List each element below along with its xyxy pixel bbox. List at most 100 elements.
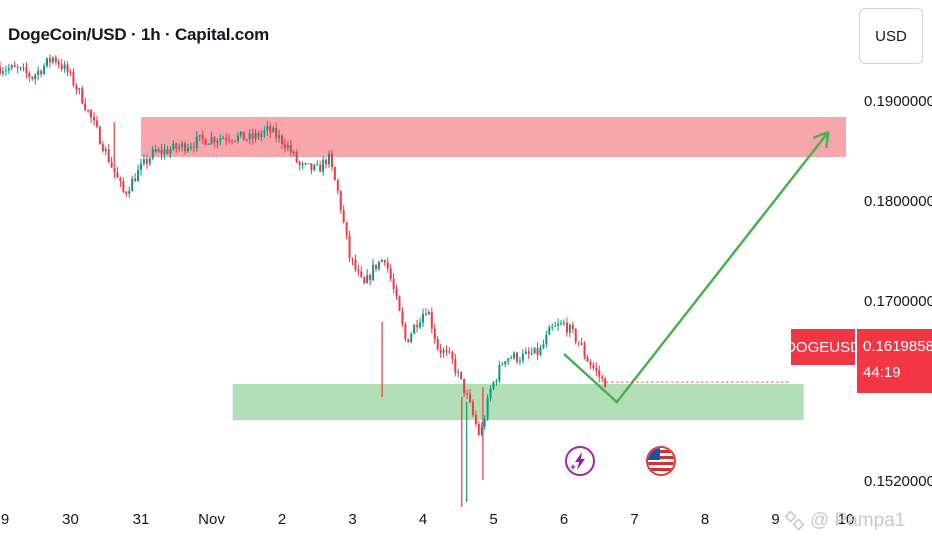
x-tick-label: 6 — [559, 511, 569, 528]
candle-body — [439, 349, 442, 353]
resistance-zone — [141, 117, 846, 157]
candle-body — [157, 149, 160, 152]
candle-body — [604, 378, 607, 388]
candle-body — [448, 351, 451, 353]
candlestick-series — [0, 54, 607, 507]
candle-body — [442, 350, 445, 353]
candle-body — [392, 279, 395, 289]
currency-button[interactable]: USD — [859, 8, 923, 64]
candle-body — [416, 324, 419, 328]
candle-body — [510, 358, 513, 360]
candle-body — [419, 322, 422, 328]
projection-line — [563, 131, 830, 404]
lightning-event-icon[interactable] — [565, 446, 595, 476]
candle-body — [325, 159, 328, 165]
candle-body — [469, 393, 471, 403]
candle-body — [286, 145, 289, 148]
us-flag-event-icon[interactable] — [646, 446, 676, 476]
bar-countdown: 44:19 — [863, 364, 901, 381]
candle-body — [328, 153, 330, 165]
candle-body — [81, 88, 84, 104]
candle-body — [398, 296, 401, 311]
candle-body — [4, 70, 7, 72]
projection-arrow — [563, 130, 830, 404]
x-tick-label: 9 — [771, 511, 780, 528]
candle-body — [213, 137, 216, 143]
candle-body — [272, 128, 275, 133]
candle-body — [533, 347, 536, 354]
candle-body — [413, 324, 416, 334]
candle-body — [257, 132, 260, 137]
candle-body — [210, 137, 213, 144]
candle-body — [589, 361, 592, 366]
candle-body — [22, 67, 25, 69]
x-tick-label: 5 — [489, 511, 498, 528]
candle-body — [25, 67, 28, 74]
candle-body — [430, 311, 433, 329]
candle-body — [386, 262, 389, 269]
y-tick-label: 0.1900000 — [864, 93, 932, 110]
candle-body — [75, 85, 78, 90]
candle-body — [163, 149, 166, 154]
candle-body — [66, 64, 69, 72]
candle-body — [304, 163, 307, 165]
candle-body — [571, 325, 574, 330]
candle-body — [166, 149, 169, 154]
x-tick-label: Nov — [198, 511, 225, 528]
candle-body — [507, 358, 510, 362]
candle-body — [451, 352, 454, 359]
candle-body — [251, 133, 254, 139]
candle-body — [60, 64, 63, 69]
y-tick-label: 0.1520000 — [864, 473, 932, 490]
candle-body — [477, 423, 480, 435]
candle-body — [339, 191, 342, 210]
candle-body — [404, 324, 407, 339]
candle-body — [539, 348, 542, 355]
candle-body — [184, 143, 187, 152]
x-tick-label: 2 — [277, 511, 287, 528]
candle-body — [107, 149, 110, 163]
candle-body — [101, 144, 104, 152]
candle-body — [13, 65, 16, 68]
support-zone — [232, 384, 804, 420]
candle-body — [565, 322, 568, 333]
candle-body — [342, 209, 345, 223]
candle-body — [389, 268, 392, 280]
candle-body — [178, 147, 181, 149]
candle-body — [189, 146, 192, 149]
candle-body — [460, 371, 463, 379]
candle-body — [48, 58, 51, 63]
candle-body — [43, 65, 46, 74]
candle-body — [330, 153, 333, 168]
candle-body — [366, 274, 369, 284]
candle-body — [301, 163, 304, 165]
candle-body — [501, 364, 504, 366]
candle-body — [474, 414, 477, 424]
candle-body — [110, 162, 113, 168]
candle-body — [260, 133, 263, 137]
candle-body — [322, 159, 325, 172]
candle-body — [542, 344, 545, 349]
candle-body — [574, 329, 577, 342]
candle-body — [289, 145, 292, 153]
candle-body — [516, 352, 518, 362]
candle-body — [375, 264, 377, 269]
candle-body — [601, 376, 604, 379]
candle-body — [427, 311, 430, 315]
candle-body — [310, 163, 313, 171]
candle-body — [568, 325, 571, 333]
candle-body — [492, 382, 495, 389]
candle-body — [360, 271, 363, 278]
current-price-value: 0.1619858 — [863, 338, 932, 355]
candle-body — [151, 149, 154, 159]
candle-body — [369, 274, 372, 280]
candle-body — [524, 351, 527, 354]
candle-body — [401, 310, 404, 325]
candle-body — [172, 143, 175, 150]
candle-body — [254, 132, 257, 139]
candle-body — [87, 110, 90, 112]
candle-body — [154, 149, 157, 152]
candle-body — [351, 258, 354, 260]
candle-body — [457, 371, 460, 373]
